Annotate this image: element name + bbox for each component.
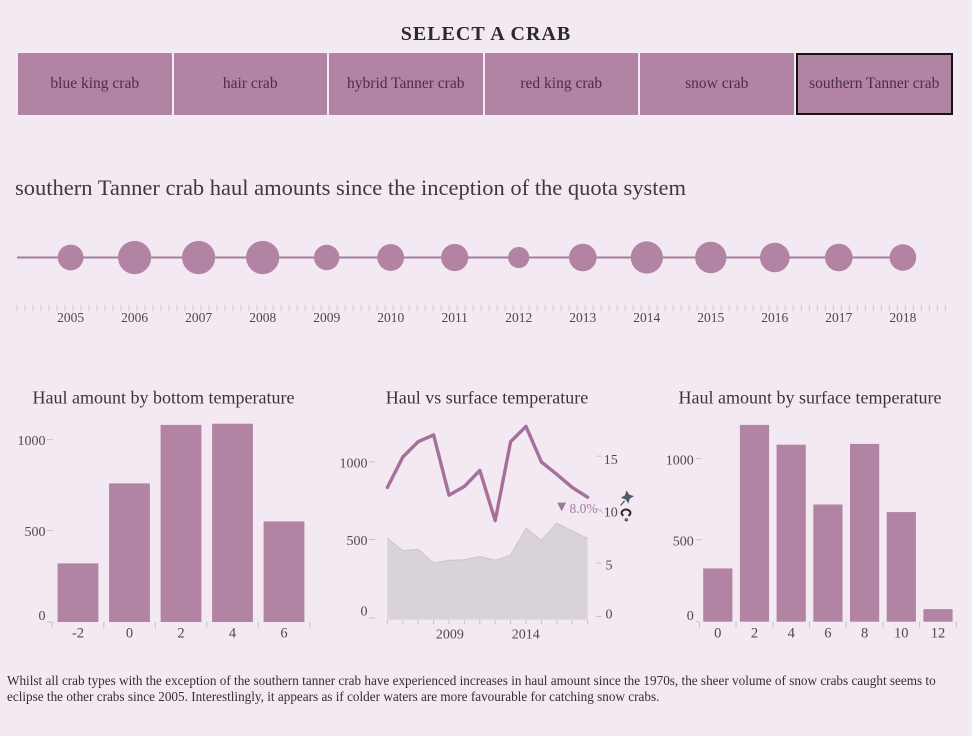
svg-text:8: 8: [861, 626, 868, 642]
svg-text:2006: 2006: [121, 310, 148, 325]
svg-text:500: 500: [673, 535, 694, 550]
svg-text:15: 15: [604, 453, 618, 468]
svg-text:Haul amount by bottom temperat: Haul amount by bottom temperature: [33, 388, 295, 408]
svg-text:Haul amount by surface tempera: Haul amount by surface temperature: [679, 388, 942, 408]
svg-text:2015: 2015: [697, 310, 724, 325]
svg-text:2012: 2012: [505, 310, 532, 325]
svg-text:2009: 2009: [436, 628, 464, 643]
svg-text:2018: 2018: [889, 310, 916, 325]
svg-text:4: 4: [229, 626, 237, 642]
svg-text:2: 2: [751, 626, 758, 642]
svg-text:1000: 1000: [666, 453, 694, 468]
svg-text:0: 0: [39, 609, 46, 624]
svg-text:0: 0: [126, 626, 133, 642]
svg-text:2013: 2013: [569, 310, 596, 325]
svg-text:1000: 1000: [18, 434, 46, 449]
svg-text:2014: 2014: [633, 310, 660, 325]
svg-text:2011: 2011: [441, 310, 468, 325]
svg-text:6: 6: [280, 626, 287, 642]
svg-text:4: 4: [788, 626, 796, 642]
svg-text:5: 5: [606, 558, 613, 573]
svg-text:2009: 2009: [313, 310, 340, 325]
svg-text:500: 500: [347, 534, 368, 549]
svg-text:0: 0: [687, 609, 694, 624]
svg-text:10: 10: [894, 626, 909, 642]
svg-text:1000: 1000: [340, 457, 368, 472]
svg-text:0: 0: [606, 607, 613, 622]
svg-text:2: 2: [177, 626, 184, 642]
svg-text:2016: 2016: [761, 310, 788, 325]
svg-text:0: 0: [714, 626, 721, 642]
svg-text:8.0%: 8.0%: [570, 501, 598, 516]
svg-text:-2: -2: [72, 626, 84, 642]
svg-text:Haul vs surface temperature: Haul vs surface temperature: [386, 388, 588, 408]
svg-text:2017: 2017: [825, 310, 852, 325]
svg-text:12: 12: [931, 626, 946, 642]
svg-text:2007: 2007: [185, 310, 212, 325]
svg-text:2005: 2005: [57, 310, 84, 325]
svg-text:10: 10: [604, 506, 618, 521]
svg-text:2010: 2010: [377, 310, 404, 325]
svg-text:6: 6: [824, 626, 831, 642]
svg-text:2008: 2008: [249, 310, 276, 325]
svg-text:2014: 2014: [512, 628, 540, 643]
svg-text:500: 500: [25, 525, 46, 540]
svg-text:0: 0: [361, 605, 368, 620]
